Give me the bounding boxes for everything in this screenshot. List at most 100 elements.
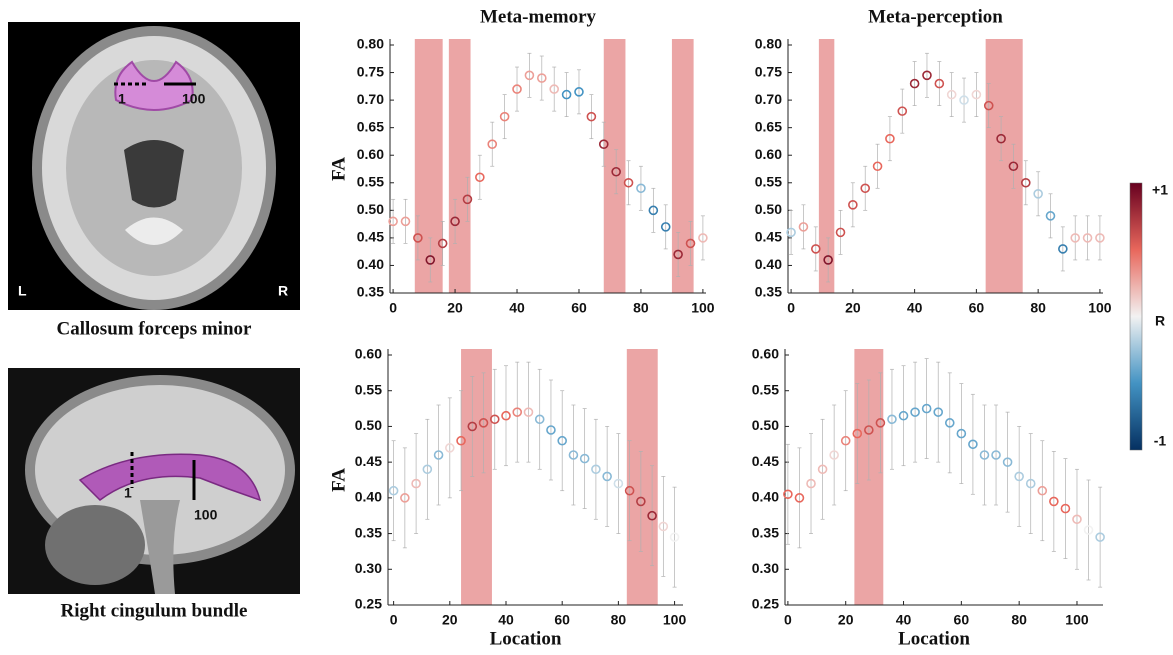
data-point [602, 471, 612, 482]
data-point [1002, 457, 1013, 467]
chart-panel: 0.35 0.40 0.45 0.50 0.55 0.60 0.65 0.70 0.75 0.80… [755, 6, 1112, 315]
x-tick-label: 20 [838, 612, 854, 628]
data-point [499, 111, 510, 122]
y-tick-label: 0.75 [357, 63, 384, 79]
y-tick-label: 0.70 [755, 91, 782, 107]
data-point [946, 89, 957, 100]
x-tick-label: 60 [954, 612, 970, 628]
y-tick-label: 0.35 [357, 284, 384, 300]
data-point [848, 200, 858, 210]
data-point [783, 489, 793, 500]
data-point [898, 410, 909, 421]
data-point [996, 133, 1006, 144]
data-point [561, 89, 572, 100]
data-point [1025, 478, 1036, 489]
data-point [512, 84, 522, 94]
chart-title: Meta-memory [480, 6, 597, 27]
data-point [835, 227, 846, 238]
start-label: 1 [124, 485, 132, 501]
data-point [698, 233, 708, 243]
data-point [829, 450, 839, 460]
left-label: L [18, 283, 27, 299]
x-axis-label: Location [898, 628, 970, 649]
x-tick-label: 0 [784, 612, 792, 628]
data-point [624, 485, 635, 496]
x-tick-label: 80 [1011, 612, 1027, 628]
data-point [875, 418, 886, 428]
data-point [623, 177, 634, 188]
data-point [636, 496, 646, 507]
x-tick-label: 0 [389, 300, 397, 316]
x-tick-label: 60 [571, 300, 587, 316]
chart-panel: 0.25 0.30 0.35 0.40 0.45 0.50 0.55 0.60 0 20 40 60 8… [752, 346, 1105, 649]
y-tick-label: 0.60 [755, 146, 782, 162]
data-point [647, 510, 657, 521]
x-tick-label: 100 [1065, 612, 1089, 628]
data-point [445, 443, 455, 453]
data-point [636, 183, 646, 194]
data-point [817, 464, 828, 475]
y-tick-label: 0.40 [755, 256, 782, 272]
data-point [501, 410, 511, 421]
y-tick-label: 0.55 [357, 173, 384, 189]
data-point [478, 418, 489, 428]
data-point [673, 249, 683, 260]
y-tick-label: 0.35 [752, 524, 779, 540]
data-point [1070, 233, 1081, 243]
y-tick-label: 0.40 [357, 256, 384, 272]
data-point [1082, 233, 1093, 243]
data-point [523, 407, 534, 417]
y-tick-label: 0.65 [357, 118, 384, 134]
data-point [1060, 503, 1071, 514]
end-label: 100 [182, 91, 206, 107]
data-point [475, 172, 485, 183]
data-point [1095, 233, 1105, 243]
y-tick-label: 0.30 [752, 560, 779, 576]
data-point [579, 453, 590, 464]
y-tick-label: 0.45 [355, 453, 382, 469]
y-tick-label: 0.55 [755, 173, 782, 189]
data-point [437, 238, 448, 249]
highlight-region [985, 39, 1023, 293]
highlight-region [448, 39, 471, 293]
data-point [823, 255, 833, 265]
y-tick-label: 0.70 [357, 91, 384, 107]
x-tick-label: 20 [447, 300, 463, 316]
y-tick-label: 0.65 [755, 118, 782, 134]
data-point [400, 216, 411, 227]
data-point [549, 84, 559, 94]
x-tick-label: 60 [554, 612, 570, 628]
y-tick-label: 0.30 [355, 560, 382, 576]
y-tick-label: 0.80 [755, 36, 782, 52]
data-point [1045, 211, 1056, 221]
data-point [388, 216, 398, 227]
data-point [1014, 471, 1024, 482]
chart-panel: 0.25 0.30 0.35 0.40 0.45 0.50 0.55 0.60 0 20 40 60 8… [328, 346, 686, 650]
y-tick-label: 0.50 [355, 417, 382, 433]
highlight-region [671, 39, 694, 293]
data-point [806, 478, 816, 489]
data-point [433, 450, 444, 460]
x-tick-label: 100 [1088, 300, 1112, 316]
data-point [956, 428, 967, 439]
y-tick-label: 0.45 [755, 229, 782, 245]
chart-panel: 0.35 0.40 0.45 0.50 0.55 0.60 0.65 0.70 0.75 0.80… [328, 6, 714, 315]
data-point [887, 414, 897, 425]
x-tick-label: 100 [691, 300, 715, 316]
y-tick-label: 0.45 [752, 453, 779, 469]
y-tick-label: 0.50 [752, 417, 779, 433]
data-point [909, 78, 920, 89]
highlight-region [818, 39, 835, 293]
data-point [810, 244, 821, 254]
data-point [794, 493, 805, 503]
data-point [921, 403, 932, 414]
data-point [613, 478, 624, 489]
data-point [574, 87, 584, 97]
data-point [456, 435, 466, 446]
y-axis-label: FA [328, 468, 349, 492]
data-point [872, 161, 883, 172]
data-point [852, 428, 863, 439]
data-point [568, 450, 579, 460]
x-tick-label: 80 [1030, 300, 1046, 316]
